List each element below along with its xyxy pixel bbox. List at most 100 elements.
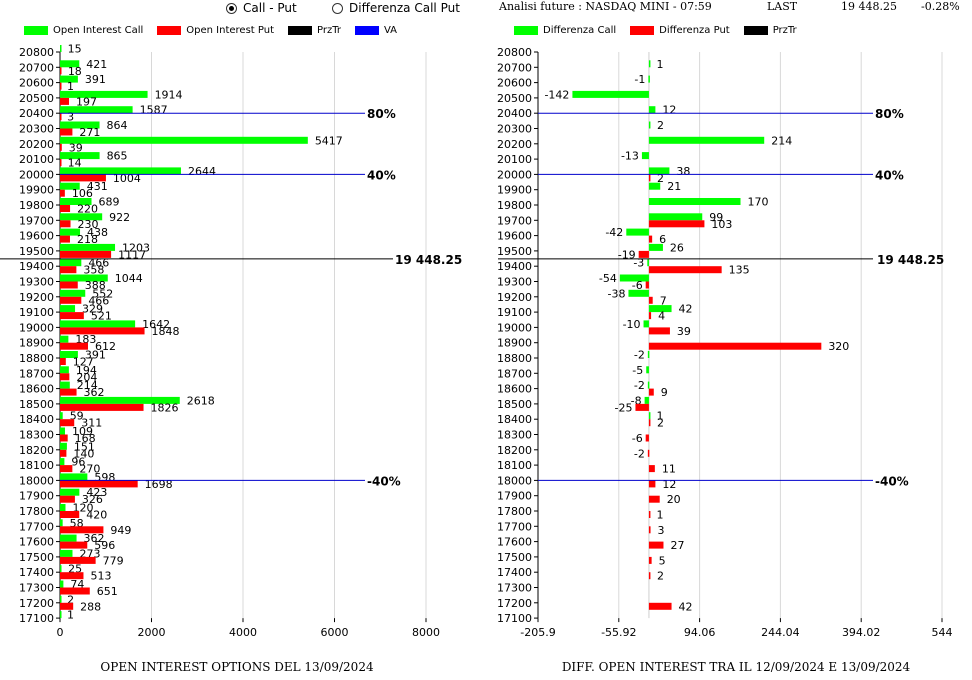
data-label: 9 xyxy=(661,386,668,399)
data-label: 1848 xyxy=(152,325,180,338)
y-tick-label: 17100 xyxy=(19,612,54,625)
y-tick-label: 20400 xyxy=(19,107,54,120)
data-label: 1044 xyxy=(115,272,143,285)
data-label: 18 xyxy=(68,65,82,78)
y-tick-label: 19500 xyxy=(497,245,532,258)
bar xyxy=(60,495,75,503)
y-tick-label: 19700 xyxy=(19,214,54,227)
y-tick-label: 19600 xyxy=(19,230,54,243)
bar xyxy=(60,351,78,358)
y-tick-label: 20000 xyxy=(19,168,54,181)
legend-swatch xyxy=(157,25,182,35)
data-label: 151 xyxy=(74,440,95,453)
y-tick-label: 18300 xyxy=(497,429,532,442)
y-tick-label: 18200 xyxy=(497,444,532,457)
y-tick-label: 18300 xyxy=(19,429,54,442)
y-tick-label: 18700 xyxy=(497,367,532,380)
radio-differenza[interactable]: Differenza Call Put xyxy=(332,0,460,16)
legend-swatch xyxy=(288,25,312,35)
bar xyxy=(60,556,96,564)
data-label: 612 xyxy=(95,340,116,353)
data-label: 7 xyxy=(660,294,667,307)
bar xyxy=(60,541,88,549)
data-label: 421 xyxy=(86,58,107,71)
bar xyxy=(648,602,672,610)
y-tick-label: 20600 xyxy=(497,77,532,90)
bar xyxy=(60,388,77,396)
legend-left: Open Interest Call Open Interest Put Prz… xyxy=(24,23,411,37)
data-label: 1 xyxy=(656,410,663,423)
y-tick-label: 18500 xyxy=(497,398,532,411)
bar xyxy=(60,189,65,197)
data-label: 1587 xyxy=(140,104,168,117)
bar xyxy=(648,419,651,427)
y-tick-label: 18900 xyxy=(19,337,54,350)
y-tick-label: 19100 xyxy=(19,306,54,319)
data-label: 220 xyxy=(77,203,98,216)
bar xyxy=(60,534,77,542)
bar xyxy=(647,449,650,457)
y-tick-label: 18400 xyxy=(19,413,54,426)
bar xyxy=(60,113,62,121)
bar xyxy=(648,480,656,488)
bar xyxy=(648,75,650,83)
x-tick-label: 6000 xyxy=(321,626,349,639)
x-tick-label: -205.9 xyxy=(520,626,555,639)
data-label: 391 xyxy=(85,349,106,362)
bar xyxy=(648,182,661,190)
bar xyxy=(645,434,649,442)
radio-differenza-dot[interactable] xyxy=(332,2,343,14)
y-tick-label: 20800 xyxy=(19,46,54,59)
y-tick-label: 18000 xyxy=(19,474,54,487)
y-tick-label: 20700 xyxy=(19,61,54,74)
bar xyxy=(60,419,75,427)
legend-label: Differenza Call xyxy=(543,24,617,36)
data-label: 423 xyxy=(86,486,107,499)
legend-label: Open Interest Put xyxy=(186,24,274,36)
y-tick-label: 20300 xyxy=(19,123,54,136)
y-tick-label: 19900 xyxy=(19,184,54,197)
bar xyxy=(60,572,84,580)
va-label: 40% xyxy=(875,168,904,182)
bar xyxy=(60,289,86,297)
y-tick-label: 17400 xyxy=(497,566,532,579)
legend-right: Differenza Call Differenza Put PrzTr xyxy=(514,23,811,37)
bar xyxy=(60,473,88,481)
bar xyxy=(646,366,649,374)
bar xyxy=(60,82,62,90)
y-tick-label: 18500 xyxy=(19,398,54,411)
data-label: 170 xyxy=(748,196,769,209)
bar xyxy=(60,243,116,251)
y-tick-label: 19200 xyxy=(19,291,54,304)
bar xyxy=(60,97,70,105)
data-label: 362 xyxy=(84,532,105,545)
bar xyxy=(647,351,650,358)
data-label: 311 xyxy=(81,417,102,430)
bar xyxy=(60,434,68,442)
data-label: 39 xyxy=(677,325,691,338)
data-label: 271 xyxy=(79,126,100,139)
legend-swatch xyxy=(630,25,655,35)
data-label: 1 xyxy=(67,609,74,622)
radio-call-put[interactable]: Call - Put xyxy=(226,0,297,16)
bar xyxy=(60,358,66,365)
bar xyxy=(645,281,649,289)
y-tick-label: 17700 xyxy=(19,520,54,533)
data-label: 27 xyxy=(670,539,684,552)
data-label: 135 xyxy=(729,264,750,277)
data-label: 5 xyxy=(659,554,666,567)
data-label: 1698 xyxy=(145,478,173,491)
price-label: 19 448.25 xyxy=(877,253,944,267)
y-tick-label: 19800 xyxy=(19,199,54,212)
y-tick-label: 17600 xyxy=(19,536,54,549)
bar xyxy=(635,403,649,411)
y-tick-label: 17100 xyxy=(497,612,532,625)
data-label: 513 xyxy=(90,570,111,583)
data-label: 2 xyxy=(657,417,664,430)
data-label: 552 xyxy=(92,287,113,300)
y-tick-label: 20800 xyxy=(497,46,532,59)
bar xyxy=(60,121,100,129)
bar xyxy=(60,549,73,557)
radio-call-put-dot[interactable] xyxy=(226,2,237,14)
bar xyxy=(60,128,73,136)
